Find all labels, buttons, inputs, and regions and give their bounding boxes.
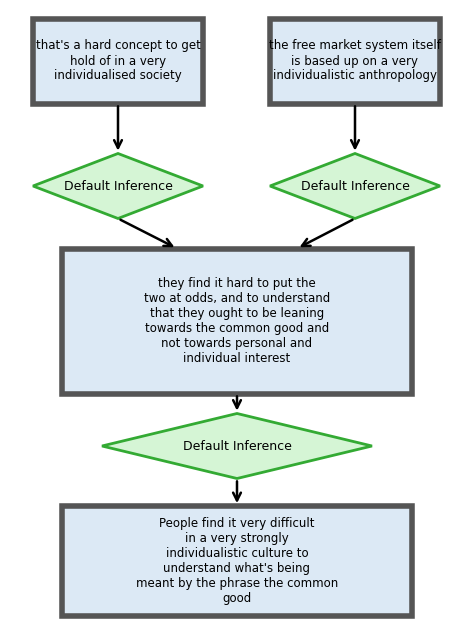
Polygon shape bbox=[102, 414, 372, 478]
FancyBboxPatch shape bbox=[62, 249, 412, 394]
Text: Default Inference: Default Inference bbox=[182, 439, 292, 453]
FancyBboxPatch shape bbox=[62, 506, 412, 616]
Polygon shape bbox=[33, 153, 203, 218]
Text: that's a hard concept to get
hold of in a very
individualised society: that's a hard concept to get hold of in … bbox=[36, 39, 201, 83]
Text: People find it very difficult
in a very strongly
individualistic culture to
unde: People find it very difficult in a very … bbox=[136, 517, 338, 605]
Text: the free market system itself
is based up on a very
individualistic anthropology: the free market system itself is based u… bbox=[269, 39, 441, 83]
FancyBboxPatch shape bbox=[33, 19, 203, 103]
Text: Default Inference: Default Inference bbox=[301, 180, 410, 193]
Text: Default Inference: Default Inference bbox=[64, 180, 173, 193]
FancyBboxPatch shape bbox=[270, 19, 440, 103]
Polygon shape bbox=[270, 153, 440, 218]
Text: they find it hard to put the
two at odds, and to understand
that they ought to b: they find it hard to put the two at odds… bbox=[144, 277, 330, 365]
